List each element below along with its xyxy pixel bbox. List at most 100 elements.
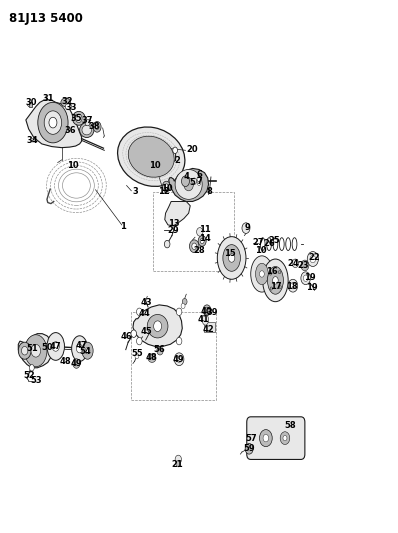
- Text: 42: 42: [203, 325, 215, 334]
- Text: 48: 48: [145, 353, 157, 361]
- Text: 29: 29: [167, 227, 179, 235]
- Text: 30: 30: [25, 98, 37, 107]
- Text: 31: 31: [43, 94, 55, 102]
- Circle shape: [31, 344, 41, 357]
- Ellipse shape: [147, 314, 168, 338]
- Circle shape: [269, 272, 272, 275]
- Circle shape: [131, 330, 137, 337]
- Circle shape: [176, 337, 182, 345]
- Ellipse shape: [175, 169, 202, 199]
- FancyBboxPatch shape: [247, 417, 305, 459]
- Text: 33: 33: [65, 103, 76, 112]
- Circle shape: [228, 254, 235, 262]
- Circle shape: [301, 260, 309, 271]
- Text: 43: 43: [140, 298, 152, 307]
- Circle shape: [301, 272, 310, 285]
- Ellipse shape: [47, 333, 64, 360]
- Circle shape: [197, 181, 201, 185]
- Circle shape: [181, 176, 189, 187]
- Ellipse shape: [61, 98, 70, 107]
- Circle shape: [52, 342, 59, 351]
- Ellipse shape: [82, 342, 93, 359]
- Text: 7: 7: [197, 177, 203, 185]
- Circle shape: [203, 305, 211, 316]
- Text: 50: 50: [41, 343, 53, 352]
- Circle shape: [242, 223, 250, 233]
- Text: 37: 37: [82, 116, 93, 125]
- Text: 48: 48: [59, 357, 71, 366]
- Circle shape: [137, 337, 142, 345]
- Circle shape: [93, 122, 101, 132]
- Text: 19: 19: [304, 273, 316, 281]
- Text: 56: 56: [153, 345, 165, 354]
- Circle shape: [76, 114, 82, 123]
- Text: 12: 12: [158, 187, 170, 196]
- Circle shape: [192, 243, 197, 249]
- Text: 23: 23: [297, 261, 309, 270]
- Text: 35: 35: [70, 114, 82, 123]
- Circle shape: [18, 342, 31, 359]
- Circle shape: [197, 176, 201, 182]
- Ellipse shape: [72, 111, 85, 125]
- Text: 36: 36: [64, 126, 76, 134]
- Text: 16: 16: [266, 268, 278, 276]
- Text: 40: 40: [200, 307, 212, 316]
- Text: 44: 44: [138, 309, 150, 318]
- Polygon shape: [29, 102, 32, 107]
- Text: 15: 15: [224, 249, 236, 258]
- Ellipse shape: [148, 354, 156, 362]
- Circle shape: [135, 353, 139, 359]
- Circle shape: [279, 286, 281, 289]
- Text: 57: 57: [245, 434, 257, 442]
- Circle shape: [175, 455, 181, 464]
- Ellipse shape: [223, 245, 240, 271]
- Text: 46: 46: [121, 333, 133, 341]
- Circle shape: [21, 346, 28, 355]
- Polygon shape: [133, 305, 182, 346]
- Bar: [204, 322, 215, 332]
- Polygon shape: [26, 100, 82, 148]
- Text: 8: 8: [207, 187, 212, 196]
- Text: 10: 10: [255, 246, 267, 255]
- Circle shape: [280, 432, 290, 445]
- Circle shape: [49, 117, 57, 128]
- Text: 3: 3: [133, 188, 138, 196]
- Text: 17: 17: [269, 282, 281, 291]
- Text: 21: 21: [172, 461, 183, 469]
- Circle shape: [85, 119, 90, 126]
- Text: 45: 45: [140, 327, 152, 336]
- Text: 4: 4: [183, 173, 189, 181]
- Circle shape: [174, 353, 184, 366]
- Text: 55: 55: [131, 350, 143, 358]
- Ellipse shape: [267, 266, 283, 294]
- Ellipse shape: [117, 127, 185, 187]
- Text: 41: 41: [197, 316, 209, 324]
- Ellipse shape: [72, 336, 88, 361]
- Circle shape: [197, 228, 203, 236]
- Text: 25: 25: [269, 237, 281, 245]
- Text: 28: 28: [193, 246, 205, 255]
- Circle shape: [205, 308, 209, 313]
- Ellipse shape: [256, 263, 268, 285]
- Circle shape: [288, 279, 298, 292]
- Circle shape: [177, 356, 181, 362]
- Circle shape: [181, 303, 185, 309]
- Text: 13: 13: [168, 220, 179, 228]
- Circle shape: [38, 102, 68, 143]
- Text: 10: 10: [149, 161, 161, 169]
- Text: 6: 6: [197, 171, 203, 179]
- Text: 10: 10: [160, 184, 172, 192]
- Circle shape: [176, 308, 182, 316]
- Text: 9: 9: [245, 223, 250, 232]
- Ellipse shape: [65, 103, 72, 110]
- Polygon shape: [18, 334, 53, 368]
- Ellipse shape: [82, 125, 92, 135]
- Circle shape: [95, 124, 99, 130]
- Circle shape: [184, 178, 193, 191]
- Circle shape: [73, 359, 80, 368]
- Polygon shape: [169, 168, 209, 201]
- Circle shape: [189, 240, 199, 253]
- Circle shape: [76, 344, 83, 353]
- Text: 54: 54: [79, 348, 91, 356]
- Ellipse shape: [25, 335, 47, 367]
